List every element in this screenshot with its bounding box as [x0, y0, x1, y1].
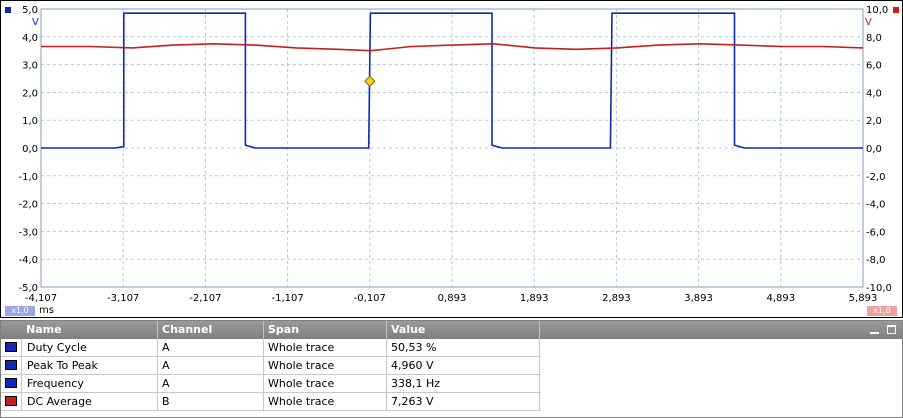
channel-color-swatch: [5, 378, 17, 388]
channel-b-scale-badge[interactable]: x1,0: [867, 306, 897, 316]
trigger-marker[interactable]: [364, 75, 376, 87]
measurement-channel: A: [158, 375, 264, 392]
right-axis: 10,0 8,0 6,0 4,0 2,0 0,0 -2,0 -4,0 -6,0 -8,0 -10,0: [866, 5, 892, 294]
measurement-value: 50,53 %: [387, 339, 540, 356]
measurement-span: Whole trace: [264, 339, 387, 356]
measurement-value: 338,1 Hz: [387, 375, 540, 392]
time-axis: -4,107 -3,107 -2,107 -1,107 -0,107 0,893 1,893…: [25, 293, 877, 304]
time-tick-label: 5,893: [849, 293, 878, 304]
measurement-span: Whole trace: [264, 393, 387, 410]
right-tick-label: 6,0: [866, 61, 882, 72]
right-tick-label: 10,0: [866, 5, 888, 16]
channel-color-swatch: [5, 396, 17, 406]
scope-plot[interactable]: 5,0 4,0 3,0 2,0 1,0 0,0 -1,0 -2,0 -3,0 -4,0 -5,0 1…: [1, 1, 902, 317]
scope-view[interactable]: 5,0 4,0 3,0 2,0 1,0 0,0 -1,0 -2,0 -3,0 -4,0 -5,0 1…: [0, 0, 903, 318]
time-tick-label: -1,107: [271, 293, 303, 304]
measurement-channel: A: [158, 339, 264, 356]
left-tick-label: -1,0: [18, 172, 38, 183]
time-tick-label: -4,107: [25, 293, 57, 304]
trigger-diamond: [364, 75, 376, 87]
measurements-header: Name Channel Span Value: [1, 321, 902, 339]
channel-a-marker[interactable]: [5, 7, 11, 13]
time-tick-label: -0,107: [354, 293, 386, 304]
channel-a-scale-badge[interactable]: x1,0: [5, 306, 35, 316]
measurement-row[interactable]: DC Average B Whole trace 7,263 V: [1, 393, 541, 411]
time-tick-label: 4,893: [766, 293, 795, 304]
left-tick-label: -4,0: [18, 255, 38, 266]
right-tick-label: -10,0: [866, 283, 892, 294]
right-tick-label: 4,0: [866, 88, 882, 99]
channel-color-swatch: [5, 342, 17, 352]
channel-b-marker[interactable]: [893, 7, 899, 13]
left-tick-label: 5,0: [22, 5, 38, 16]
time-tick-label: -3,107: [107, 293, 139, 304]
measurement-row[interactable]: Duty Cycle A Whole trace 50,53 %: [1, 339, 541, 357]
measurement-name: Frequency: [21, 375, 158, 392]
left-axis: 5,0 4,0 3,0 2,0 1,0 0,0 -1,0 -2,0 -3,0 -4,0 -5,0: [18, 5, 38, 294]
measurement-span: Whole trace: [264, 375, 387, 392]
trace-channel-b: [41, 42, 864, 52]
measurement-row[interactable]: Peak To Peak A Whole trace 4,960 V: [1, 357, 541, 375]
header-name[interactable]: Name: [21, 321, 158, 339]
channel-color-swatch: [5, 360, 17, 370]
left-tick-label: 4,0: [22, 33, 38, 44]
header-span[interactable]: Span: [264, 321, 387, 339]
traces: [41, 12, 864, 149]
measurements-panel: Name Channel Span Value Duty Cycle A Who…: [0, 320, 903, 418]
time-tick-label: 1,893: [520, 293, 549, 304]
time-tick-label: 3,893: [684, 293, 713, 304]
grid: [40, 8, 864, 288]
channel-a-unit: V: [32, 17, 39, 28]
left-tick-label: -3,0: [18, 227, 38, 238]
time-unit: ms: [39, 305, 54, 316]
left-tick-label: -2,0: [18, 200, 38, 211]
channel-b-unit: V: [865, 17, 872, 28]
right-tick-label: 0,0: [866, 144, 882, 155]
right-tick-label: 8,0: [866, 33, 882, 44]
left-tick-label: -5,0: [18, 283, 38, 294]
right-tick-label: -8,0: [866, 255, 886, 266]
time-tick-label: 2,893: [602, 293, 631, 304]
measurement-channel: B: [158, 393, 264, 410]
maximize-icon[interactable]: [887, 325, 896, 334]
left-tick-label: 0,0: [22, 144, 38, 155]
left-tick-label: 3,0: [22, 61, 38, 72]
header-value[interactable]: Value: [387, 321, 540, 339]
measurement-row[interactable]: Frequency A Whole trace 338,1 Hz: [1, 375, 541, 393]
measurement-value: 7,263 V: [387, 393, 540, 410]
measurement-name: Duty Cycle: [21, 339, 158, 356]
measurement-name: DC Average: [21, 393, 158, 410]
measurement-span: Whole trace: [264, 357, 387, 374]
trace-channel-a: [41, 12, 863, 149]
measurement-channel: A: [158, 357, 264, 374]
right-tick-label: -6,0: [866, 227, 886, 238]
measurement-name: Peak To Peak: [21, 357, 158, 374]
time-tick-label: 0,893: [438, 293, 467, 304]
time-tick-label: -2,107: [189, 293, 221, 304]
right-tick-label: -2,0: [866, 172, 886, 183]
right-tick-label: -4,0: [866, 200, 886, 211]
left-tick-label: 1,0: [22, 116, 38, 127]
left-tick-label: 2,0: [22, 88, 38, 99]
measurement-value: 4,960 V: [387, 357, 540, 374]
right-tick-label: 2,0: [866, 116, 882, 127]
header-channel[interactable]: Channel: [158, 321, 264, 339]
minimize-icon[interactable]: [870, 325, 879, 334]
